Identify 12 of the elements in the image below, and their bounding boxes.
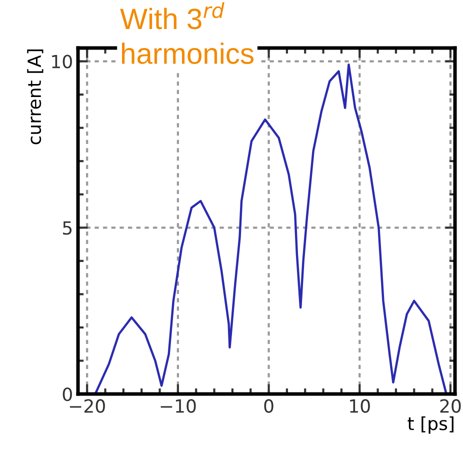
x-tick-label: 20 <box>440 399 461 413</box>
y-tick-label: 0 <box>62 387 72 402</box>
x-tick-label: 0 <box>264 399 274 413</box>
y-tick-label: 10 <box>52 54 72 68</box>
y-tick-label: 5 <box>63 221 72 235</box>
x-axis-title: t [ps] <box>408 416 454 434</box>
y-axis-title: current [A] <box>27 50 44 144</box>
x-tick-label: −20 <box>70 399 105 413</box>
x-tick-label: 10 <box>350 399 370 413</box>
line-series <box>94 64 448 394</box>
x-tick-label: −10 <box>160 399 196 413</box>
chart-title: With 3$^{rd}$ harmonics <box>120 2 254 64</box>
